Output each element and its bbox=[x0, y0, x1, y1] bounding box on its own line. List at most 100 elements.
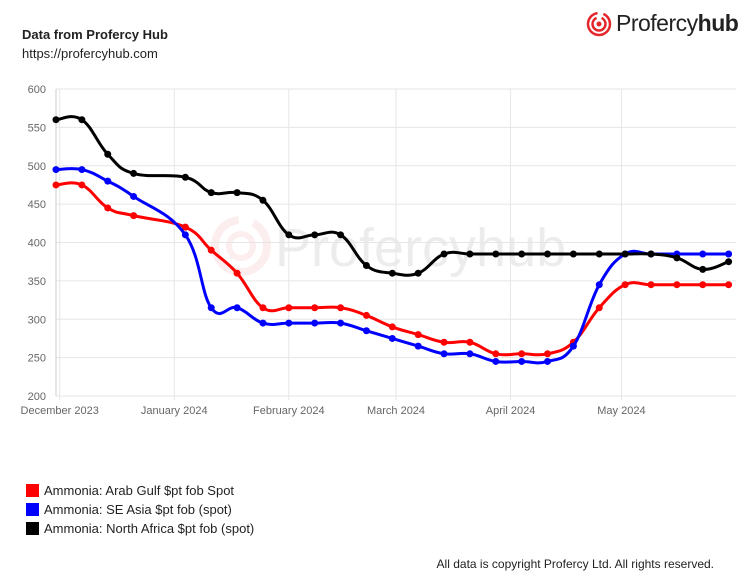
data-point bbox=[285, 304, 293, 312]
data-point bbox=[130, 169, 138, 177]
data-point bbox=[207, 304, 215, 312]
y-tick-label: 200 bbox=[28, 391, 46, 403]
data-point bbox=[647, 281, 655, 289]
data-point bbox=[699, 281, 707, 289]
data-point bbox=[595, 250, 603, 258]
x-tick-label: May 2024 bbox=[597, 405, 645, 417]
data-point bbox=[78, 166, 86, 174]
x-tick-label: April 2024 bbox=[486, 405, 536, 417]
data-point bbox=[725, 250, 733, 258]
data-point bbox=[440, 250, 448, 258]
y-tick-label: 250 bbox=[28, 353, 46, 365]
data-point bbox=[440, 350, 448, 358]
profercy-logo-icon bbox=[586, 11, 612, 36]
data-point bbox=[78, 116, 86, 124]
y-tick-label: 300 bbox=[28, 314, 46, 326]
legend: Ammonia: Arab Gulf $pt fob Spot Ammonia:… bbox=[26, 481, 254, 538]
data-point bbox=[130, 192, 138, 200]
data-point bbox=[259, 196, 267, 204]
data-point bbox=[362, 311, 370, 319]
data-point bbox=[311, 304, 319, 312]
data-point bbox=[207, 246, 215, 254]
x-tick-label: January 2024 bbox=[141, 405, 208, 417]
data-point bbox=[362, 327, 370, 335]
data-point bbox=[78, 181, 86, 189]
data-point bbox=[414, 331, 422, 339]
legend-item-se-asia[interactable]: Ammonia: SE Asia $pt fob (spot) bbox=[26, 500, 254, 519]
data-point bbox=[569, 250, 577, 258]
x-tick-label: February 2024 bbox=[253, 405, 325, 417]
data-point bbox=[518, 357, 526, 365]
data-point bbox=[621, 281, 629, 289]
data-point bbox=[518, 250, 526, 258]
y-tick-label: 600 bbox=[28, 84, 46, 96]
data-point bbox=[104, 177, 112, 185]
data-point bbox=[104, 150, 112, 158]
data-point bbox=[595, 281, 603, 289]
data-point bbox=[544, 350, 552, 358]
y-tick-label: 400 bbox=[28, 238, 46, 250]
logo-text: Profercyhub bbox=[616, 10, 739, 36]
legend-swatch bbox=[26, 503, 39, 516]
legend-swatch bbox=[26, 522, 39, 535]
data-point bbox=[181, 231, 189, 239]
data-point bbox=[440, 338, 448, 346]
data-point bbox=[673, 254, 681, 262]
data-point bbox=[52, 116, 60, 124]
data-point bbox=[362, 262, 370, 270]
data-point bbox=[466, 250, 474, 258]
data-point bbox=[414, 269, 422, 277]
data-point bbox=[544, 357, 552, 365]
data-point bbox=[466, 350, 474, 358]
data-point bbox=[259, 304, 267, 312]
data-point bbox=[414, 342, 422, 350]
data-point bbox=[130, 212, 138, 220]
data-point bbox=[259, 319, 267, 327]
y-tick-label: 550 bbox=[28, 122, 46, 134]
data-point bbox=[544, 250, 552, 258]
data-point bbox=[311, 231, 319, 239]
data-point bbox=[569, 342, 577, 350]
data-point bbox=[466, 338, 474, 346]
data-point bbox=[285, 319, 293, 327]
data-point bbox=[233, 304, 241, 312]
data-point bbox=[621, 250, 629, 258]
legend-label: Ammonia: North Africa $pt fob (spot) bbox=[44, 521, 255, 536]
data-point bbox=[311, 319, 319, 327]
data-point bbox=[492, 357, 500, 365]
data-point bbox=[104, 204, 112, 212]
data-point bbox=[673, 281, 681, 289]
data-point bbox=[181, 173, 189, 181]
source-url[interactable]: https://profercyhub.com bbox=[22, 46, 158, 61]
x-tick-label: March 2024 bbox=[367, 405, 425, 417]
legend-label: Ammonia: SE Asia $pt fob (spot) bbox=[44, 502, 232, 517]
y-tick-label: 500 bbox=[28, 161, 46, 173]
data-point bbox=[518, 350, 526, 358]
data-point bbox=[207, 189, 215, 197]
data-point bbox=[492, 350, 500, 358]
y-tick-label: 450 bbox=[28, 199, 46, 211]
data-point bbox=[52, 166, 60, 174]
data-point bbox=[725, 258, 733, 266]
data-point bbox=[337, 304, 345, 312]
line-chart: Profercyhub 200 250 300 350 400 450 500 550 600 D… bbox=[21, 84, 736, 417]
chart-source-title: Data from Profercy Hub bbox=[22, 27, 168, 42]
data-point bbox=[388, 323, 396, 331]
watermark: Profercyhub bbox=[211, 216, 566, 278]
profercy-logo[interactable]: Profercyhub bbox=[586, 10, 739, 37]
data-point bbox=[52, 181, 60, 189]
legend-label: Ammonia: Arab Gulf $pt fob Spot bbox=[44, 483, 235, 498]
data-point bbox=[181, 223, 189, 231]
data-point bbox=[337, 231, 345, 239]
data-point bbox=[699, 265, 707, 273]
legend-item-north-africa[interactable]: Ammonia: North Africa $pt fob (spot) bbox=[26, 519, 254, 538]
data-point bbox=[388, 334, 396, 342]
legend-item-arab-gulf[interactable]: Ammonia: Arab Gulf $pt fob Spot bbox=[26, 481, 254, 500]
data-point bbox=[388, 269, 396, 277]
data-point bbox=[647, 250, 655, 258]
data-point bbox=[233, 269, 241, 277]
data-point bbox=[285, 231, 293, 239]
data-point bbox=[492, 250, 500, 258]
svg-text:Profercyhub: Profercyhub bbox=[275, 218, 566, 278]
